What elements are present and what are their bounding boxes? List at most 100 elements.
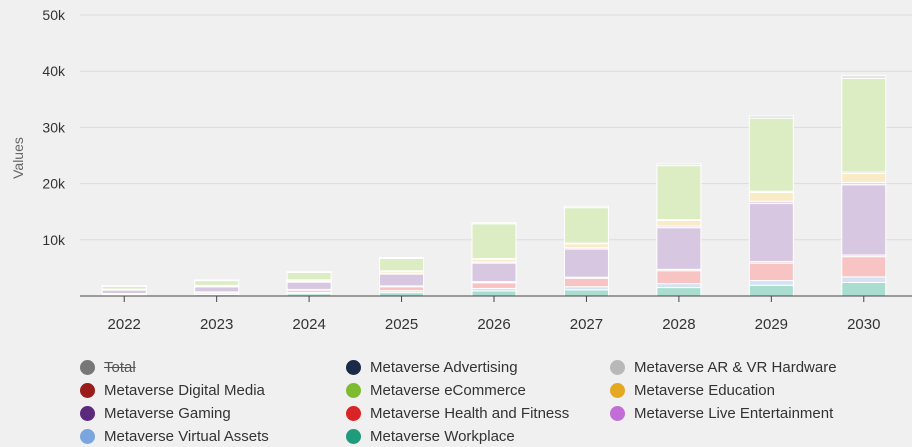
legend-label: Metaverse AR & VR Hardware xyxy=(634,359,837,376)
bar-segment[interactable] xyxy=(657,166,701,220)
legend-marker-icon xyxy=(80,406,95,421)
bar-segment[interactable] xyxy=(749,263,793,280)
bar-segment[interactable] xyxy=(195,280,239,281)
legend-label: Metaverse Health and Fitness xyxy=(370,405,569,422)
legend-item[interactable]: Metaverse eCommerce xyxy=(346,379,526,401)
bar-segment[interactable] xyxy=(842,185,886,255)
y-tick-label: 50k xyxy=(42,7,66,23)
bar-segment[interactable] xyxy=(472,224,516,259)
bar-segment[interactable] xyxy=(657,220,701,226)
bar-segment[interactable] xyxy=(472,263,516,282)
bar-stack[interactable] xyxy=(195,280,239,296)
bar-segment[interactable] xyxy=(472,291,516,296)
bar-segment[interactable] xyxy=(380,274,424,286)
bar-segment[interactable] xyxy=(102,286,146,287)
bar-segment[interactable] xyxy=(564,244,608,248)
bar-segment[interactable] xyxy=(842,283,886,296)
bar-segment[interactable] xyxy=(380,257,424,258)
legend-marker-icon xyxy=(610,383,625,398)
legend-marker-icon xyxy=(346,383,361,398)
bar-stack[interactable] xyxy=(380,257,424,296)
bar-segment[interactable] xyxy=(380,287,424,291)
y-tick-label: 40k xyxy=(42,63,66,79)
bar-segment[interactable] xyxy=(380,293,424,296)
bar-segment[interactable] xyxy=(195,287,239,292)
bar-stack[interactable] xyxy=(564,206,608,296)
bar-segment[interactable] xyxy=(564,290,608,296)
bar-segment[interactable] xyxy=(749,285,793,296)
bar-segment[interactable] xyxy=(657,164,701,166)
bar-segment[interactable] xyxy=(657,271,701,284)
bar-stack[interactable] xyxy=(472,223,516,296)
bar-stack[interactable] xyxy=(657,164,701,296)
bar-segment[interactable] xyxy=(564,206,608,207)
bar-segment[interactable] xyxy=(749,118,793,191)
legend-label: Metaverse Virtual Assets xyxy=(104,428,269,445)
legend-label: Metaverse Education xyxy=(634,382,775,399)
legend-item[interactable]: Metaverse AR & VR Hardware xyxy=(610,356,837,378)
y-axis-label: Values xyxy=(10,137,26,179)
x-tick-label: 2026 xyxy=(477,316,510,333)
x-tick-label: 2022 xyxy=(108,316,141,333)
bar-segment[interactable] xyxy=(472,223,516,224)
legend-marker-icon xyxy=(80,360,95,375)
bar-segment[interactable] xyxy=(749,116,793,118)
bar-segment[interactable] xyxy=(472,283,516,289)
bar-segment[interactable] xyxy=(380,258,424,270)
bar-stack[interactable] xyxy=(287,272,331,296)
legend-marker-icon xyxy=(610,406,625,421)
bar-segment[interactable] xyxy=(749,281,793,286)
legend-marker-icon xyxy=(610,360,625,375)
x-tick-label: 2030 xyxy=(847,316,880,333)
legend-label: Total xyxy=(104,359,136,376)
y-tick-label: 20k xyxy=(42,176,66,192)
legend-item[interactable]: Total xyxy=(80,356,136,378)
legend-item[interactable]: Metaverse Health and Fitness xyxy=(346,402,569,424)
bar-stack[interactable] xyxy=(842,76,886,296)
legend-label: Metaverse Gaming xyxy=(104,405,231,422)
legend-marker-icon xyxy=(346,429,361,444)
bar-segment[interactable] xyxy=(842,173,886,182)
bar-segment[interactable] xyxy=(287,273,331,280)
bar-segment[interactable] xyxy=(842,257,886,277)
x-tick-label: 2023 xyxy=(200,316,233,333)
legend-item[interactable]: Metaverse Live Entertainment xyxy=(610,402,833,424)
x-tick-label: 2024 xyxy=(292,316,325,333)
x-tick-label: 2025 xyxy=(385,316,418,333)
legend-item[interactable]: Metaverse Advertising xyxy=(346,356,518,378)
bar-segment[interactable] xyxy=(749,204,793,262)
bar-segment[interactable] xyxy=(657,284,701,288)
bar-segment[interactable] xyxy=(842,78,886,172)
bar-segment[interactable] xyxy=(657,288,701,296)
bar-segment[interactable] xyxy=(749,192,793,201)
bar-segment[interactable] xyxy=(287,282,331,289)
bar-segment[interactable] xyxy=(842,76,886,79)
legend-label: Metaverse eCommerce xyxy=(370,382,526,399)
bar-segment[interactable] xyxy=(564,278,608,286)
bar-segment[interactable] xyxy=(842,277,886,283)
legend-label: Metaverse Digital Media xyxy=(104,382,265,399)
bar-segment[interactable] xyxy=(102,290,146,293)
x-tick-label: 2028 xyxy=(662,316,695,333)
bar-segment[interactable] xyxy=(564,249,608,277)
x-tick-label: 2027 xyxy=(570,316,603,333)
bar-segment[interactable] xyxy=(287,272,331,273)
bar-segment[interactable] xyxy=(195,281,239,286)
bar-stack[interactable] xyxy=(102,286,146,296)
x-tick-label: 2029 xyxy=(755,316,788,333)
chart-legend: Total Metaverse Advertising Metaverse AR &… xyxy=(80,356,880,444)
bar-segment[interactable] xyxy=(564,208,608,243)
legend-label: Metaverse Live Entertainment xyxy=(634,405,833,422)
y-tick-label: 30k xyxy=(42,119,66,135)
legend-marker-icon xyxy=(80,383,95,398)
legend-item[interactable]: Metaverse Digital Media xyxy=(80,379,265,401)
bar-stack[interactable] xyxy=(749,116,793,296)
bar-segment[interactable] xyxy=(657,228,701,270)
legend-label: Metaverse Workplace xyxy=(370,428,515,445)
legend-item[interactable]: Metaverse Gaming xyxy=(80,402,231,424)
legend-label: Metaverse Advertising xyxy=(370,359,518,376)
legend-item[interactable]: Metaverse Education xyxy=(610,379,775,401)
legend-marker-icon xyxy=(346,360,361,375)
